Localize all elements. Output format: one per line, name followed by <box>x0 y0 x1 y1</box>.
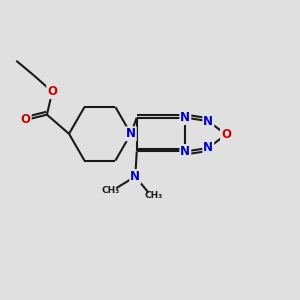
Text: O: O <box>221 128 231 141</box>
Text: N: N <box>203 115 213 128</box>
Text: O: O <box>21 113 31 127</box>
Text: N: N <box>180 145 190 158</box>
Text: O: O <box>47 85 57 98</box>
Text: CH₃: CH₃ <box>102 186 120 195</box>
Text: N: N <box>180 111 190 124</box>
Text: N: N <box>126 127 136 140</box>
Text: CH₃: CH₃ <box>145 190 163 200</box>
Text: N: N <box>130 170 140 183</box>
Text: N: N <box>203 141 213 154</box>
